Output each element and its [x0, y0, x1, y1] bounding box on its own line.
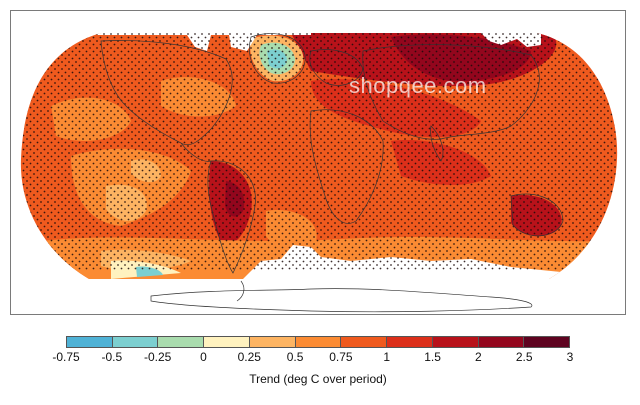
colorbar-swatch: [204, 337, 250, 347]
colorbar-swatch: [112, 337, 159, 347]
colorbar-tick-label: 1.5: [424, 350, 441, 364]
coastline-north-america: [100, 40, 233, 146]
coastline-antarctica: [150, 288, 533, 313]
colorbar: [66, 336, 570, 348]
coastlines: [100, 33, 564, 313]
colorbar-ticks: -0.75 -0.5 -0.25 0 0.25 0.5 0.75 1 1.5 2 2.5 3: [52, 350, 573, 366]
coastline-europe: [309, 49, 364, 86]
stippling-overlay: [20, 33, 618, 271]
coastline-south-america: [207, 160, 256, 274]
coastline-india: [430, 125, 444, 162]
coastline-africa: [309, 109, 384, 224]
coastline-antarctic-peninsula: [236, 280, 245, 302]
colorbar-tick-label: -0.75: [52, 350, 80, 364]
world-map: [20, 33, 618, 313]
colorbar-swatch: [524, 337, 570, 347]
coastline-greenland: [249, 33, 306, 84]
watermark-text: shopqee.com: [349, 73, 487, 98]
coastline-australia: [510, 193, 564, 237]
colorbar-tick-label: 3: [566, 350, 574, 364]
colorbar-tick-label: 0: [200, 350, 207, 364]
colorbar-tick-label: 0.5: [286, 350, 304, 364]
colorbar-swatch: [249, 337, 296, 347]
colorbar-swatch: [432, 337, 479, 347]
colorbar-swatch: [341, 337, 388, 347]
colorbar-tick-label: 0.25: [237, 350, 261, 364]
colorbar-swatch: [478, 337, 525, 347]
colorbar-swatch: [158, 337, 205, 347]
colorbar-tick-label: -0.25: [143, 350, 172, 364]
map-frame: shopqee.com: [10, 10, 626, 315]
colorbar-swatch: [295, 337, 342, 347]
colorbar-tick-label: 2.5: [515, 350, 533, 364]
coastline-asia: [362, 44, 540, 140]
colorbar-tick-label: 2: [475, 350, 482, 364]
colorbar-swatch: [67, 337, 113, 347]
colorbar-tick-label: -0.5: [101, 350, 123, 364]
colorbar-tick-label: 0.75: [329, 350, 353, 364]
colorbar-tick-label: 1: [383, 350, 391, 364]
colorbar-label: Trend (deg C over period): [249, 372, 387, 386]
coastline-central-america: [180, 142, 212, 162]
colorbar-swatch: [387, 337, 433, 347]
